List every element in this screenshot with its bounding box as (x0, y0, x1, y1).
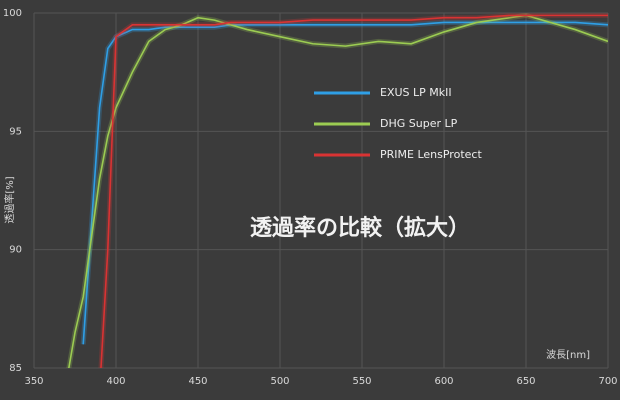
y-tick-label: 100 (3, 8, 22, 19)
legend-label: PRIME LensProtect (380, 148, 482, 161)
y-tick-label: 95 (9, 126, 22, 137)
series-glow (66, 13, 608, 368)
x-axis-label: 波長[nm] (546, 348, 590, 361)
legend-label: DHG Super LP (380, 117, 458, 130)
series-line (100, 14, 608, 368)
series-line (82, 21, 608, 345)
chart-title: 透過率の比較（拡大） (250, 215, 470, 241)
x-tick-label: 600 (434, 376, 453, 387)
x-tick-label: 550 (352, 376, 371, 387)
x-tick-label: 350 (24, 376, 43, 387)
y-tick-label: 85 (9, 363, 22, 374)
x-tick-label: 650 (516, 376, 535, 387)
x-tick-label: 500 (270, 376, 289, 387)
x-tick-label: 400 (106, 376, 125, 387)
x-tick-label: 450 (188, 376, 207, 387)
x-tick-label: 700 (598, 376, 617, 387)
legend-label: EXUS LP MkII (380, 86, 452, 99)
series-glow (98, 13, 608, 368)
y-axis-label: 透過率[%] (3, 176, 16, 223)
series-glow (80, 19, 608, 345)
series-line (68, 14, 608, 368)
y-tick-label: 90 (9, 245, 22, 256)
